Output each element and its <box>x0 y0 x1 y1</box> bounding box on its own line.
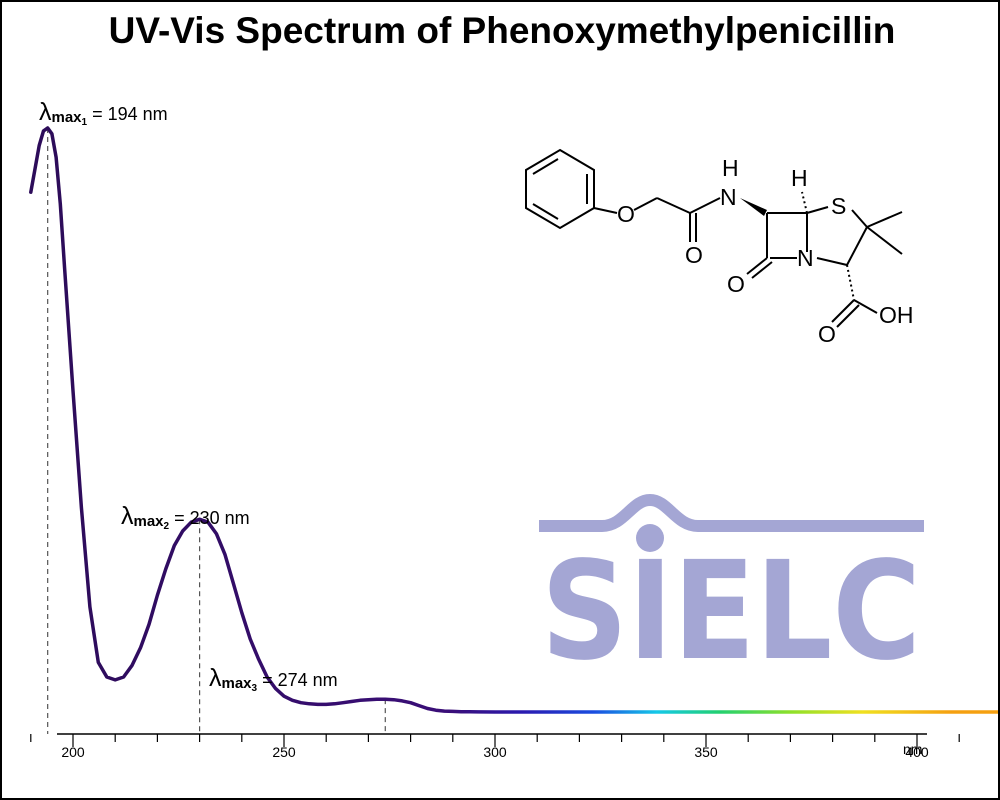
atom-oh: OH <box>879 302 914 328</box>
atom-h-stereo: H <box>791 165 808 191</box>
tick-label-300: 300 <box>483 744 507 760</box>
molecular-structure <box>525 148 903 328</box>
peak-labels: λmax1 = 194 nm λmax2 = 230 nm λmax3 = 274 … <box>39 98 338 694</box>
tick-label-350: 350 <box>694 744 718 760</box>
logo-arc <box>539 493 924 532</box>
tick-label-200: 200 <box>61 744 85 760</box>
x-axis-ticks <box>30 734 960 747</box>
atom-o-amide: O <box>685 242 703 268</box>
sielc-logo: SIELC <box>539 493 924 691</box>
atom-o-acid: O <box>818 321 836 347</box>
x-axis-tick-labels: 200250300350400450500550 <box>61 744 929 760</box>
atom-n-ring: N <box>797 245 814 271</box>
atom-n-amide: N <box>720 184 737 210</box>
peak-label-3: λmax3 = 274 nm <box>209 664 338 694</box>
tick-label-400: 400 <box>905 744 929 760</box>
peak-label-1: λmax1 = 194 nm <box>39 98 168 128</box>
structure-labels: O H N O H S N O O OH <box>617 155 914 347</box>
atom-o-lactam: O <box>727 271 745 297</box>
peak-label-2: λmax2 = 230 nm <box>121 502 250 532</box>
atom-h-amide: H <box>722 155 739 181</box>
chart-title: UV-Vis Spectrum of Phenoxymethylpenicill… <box>108 10 896 51</box>
x-axis-label: nm <box>903 741 922 757</box>
tick-label-250: 250 <box>272 744 296 760</box>
peak-guides <box>47 128 386 734</box>
logo-text: SIELC <box>541 533 921 691</box>
atom-o-ether: O <box>617 201 635 227</box>
atom-s: S <box>831 193 846 219</box>
spectrum-line <box>29 126 998 714</box>
logo-dot <box>636 524 664 552</box>
